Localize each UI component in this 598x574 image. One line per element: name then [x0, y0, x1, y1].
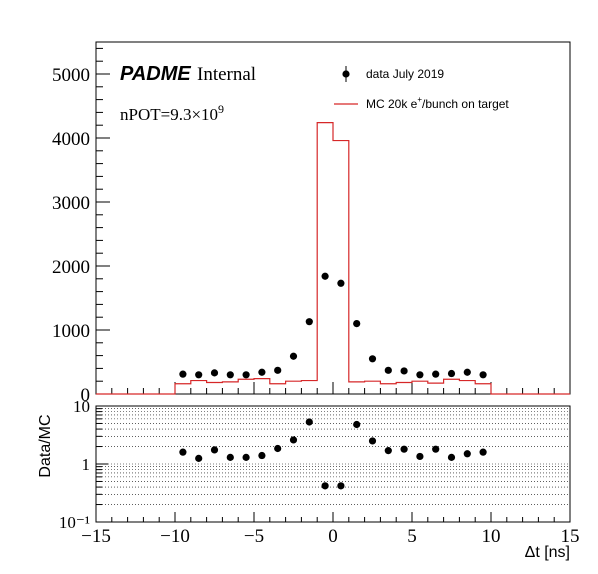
data-point	[384, 366, 392, 374]
y-tick-label: 0	[81, 385, 91, 406]
ratio-point	[242, 453, 250, 461]
data-point	[416, 371, 424, 379]
padme-label: PADME	[120, 63, 191, 85]
npot-text: nPOT=9.3×10	[120, 105, 218, 124]
data-point	[274, 366, 282, 374]
ratio-y-tick-label: 10⁻¹	[59, 513, 90, 532]
ratio-ylabel: Data/MC	[37, 414, 54, 477]
main-axes: 0 1000 2000 3000 4000 5000	[52, 47, 571, 406]
ratio-point	[195, 454, 203, 462]
ratio-point	[400, 445, 408, 453]
mc-histogram	[96, 122, 570, 395]
ratio-points	[179, 418, 487, 490]
data-point	[242, 371, 250, 379]
ratio-point	[432, 445, 440, 453]
legend-data-marker	[342, 70, 350, 78]
x-axis-label: Δt [ns]	[525, 544, 570, 561]
data-point	[368, 355, 377, 363]
legend-mc-suffix: /bunch on target	[422, 97, 509, 111]
ratio-y-tick-label: 1	[82, 455, 91, 474]
data-point	[289, 352, 298, 360]
legend-data-label: data July 2019	[366, 67, 444, 81]
x-tick-label: −15	[81, 526, 111, 547]
data-point	[179, 370, 187, 378]
ratio-point	[226, 453, 234, 461]
data-point	[463, 368, 471, 376]
legend-mc-sup: +	[417, 95, 422, 104]
y-tick-label: 4000	[52, 129, 90, 150]
ratio-axes: 10⁻¹ 1 10 −15 −10 −5 0 5 10 15	[59, 397, 580, 547]
y-tick-label: 2000	[52, 257, 90, 278]
legend: data July 2019 MC 20k e+/bunch on target	[334, 66, 509, 111]
data-points	[179, 272, 487, 379]
ratio-point	[368, 437, 377, 445]
data-point	[210, 369, 219, 377]
ratio-point	[353, 420, 361, 429]
ratio-point	[463, 450, 471, 458]
y-tick-label: 3000	[52, 193, 90, 214]
data-point	[226, 371, 234, 379]
npot-exponent: 9	[218, 102, 224, 116]
x-tick-label: −5	[244, 526, 264, 547]
ratio-point	[258, 451, 266, 460]
ratio-point	[305, 418, 313, 426]
data-point	[432, 370, 440, 378]
ratio-point	[479, 448, 487, 456]
ratio-y-tick-label: 10	[73, 397, 90, 416]
legend-mc-label: MC 20k e+/bunch on target	[366, 95, 509, 111]
x-tick-label: −10	[160, 526, 190, 547]
ratio-grid	[96, 408, 570, 505]
data-point	[337, 279, 345, 287]
npot-label: nPOT=9.3×109	[120, 102, 224, 124]
data-point	[400, 367, 408, 375]
data-point	[353, 320, 361, 328]
ratio-point	[337, 482, 345, 490]
y-tick-label: 5000	[52, 65, 90, 86]
ratio-point	[179, 448, 187, 456]
data-point	[479, 371, 487, 379]
ratio-point	[447, 453, 456, 461]
data-point	[195, 371, 203, 379]
data-point	[321, 272, 329, 280]
x-tick-label: 5	[407, 526, 417, 547]
data-point	[447, 369, 456, 378]
data-point	[305, 318, 313, 326]
legend-mc-prefix: MC 20k e	[366, 97, 418, 111]
ratio-point	[289, 436, 298, 444]
ratio-point	[210, 446, 219, 454]
x-tick-label: 15	[561, 526, 580, 547]
x-tick-label: 10	[482, 526, 501, 547]
ratio-point	[321, 482, 329, 490]
main-plot-frame	[95, 41, 571, 395]
ratio-point	[384, 447, 392, 455]
x-tick-label: 0	[328, 526, 338, 547]
data-point	[258, 368, 266, 376]
mc-histogram-line	[96, 122, 570, 395]
ratio-point	[416, 452, 424, 461]
internal-label: Internal	[197, 64, 256, 85]
ratio-point	[274, 444, 282, 453]
y-tick-label: 1000	[52, 321, 90, 342]
